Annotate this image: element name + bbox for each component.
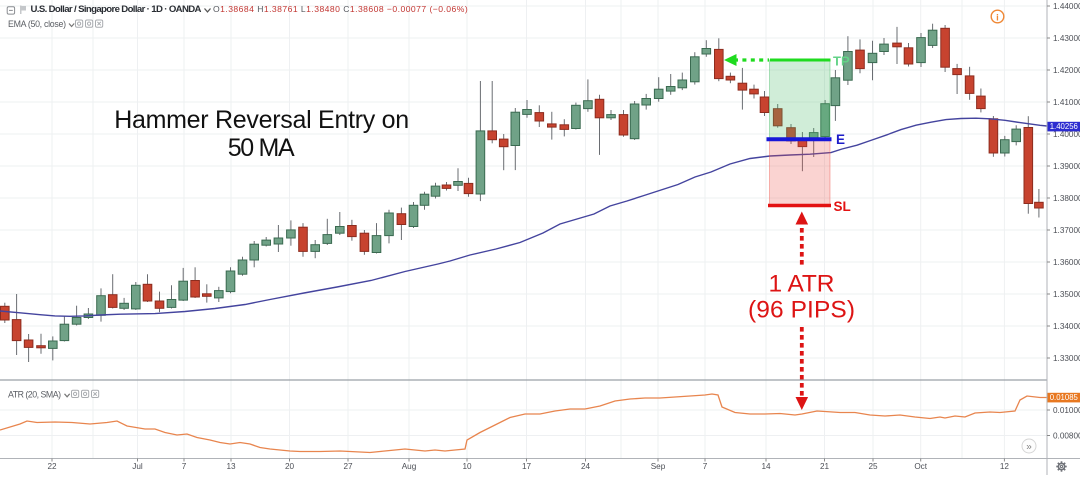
svg-text:1.44000: 1.44000 — [1053, 2, 1080, 11]
svg-text:TP: TP — [833, 54, 850, 69]
svg-text:1.35000: 1.35000 — [1053, 290, 1080, 299]
svg-text:20: 20 — [285, 462, 295, 471]
svg-text:(96 PIPS): (96 PIPS) — [748, 297, 855, 324]
svg-text:i: i — [996, 12, 999, 23]
svg-text:12: 12 — [1000, 462, 1010, 471]
svg-text:1.43000: 1.43000 — [1053, 34, 1080, 43]
svg-text:1.39000: 1.39000 — [1053, 162, 1080, 171]
svg-text:O1.38684 H1.38761 L1.38480 C1.: O1.38684 H1.38761 L1.38480 C1.38608 −0.0… — [213, 4, 468, 14]
svg-text:1.38000: 1.38000 — [1053, 194, 1080, 203]
svg-text:Jul: Jul — [132, 462, 143, 471]
svg-text:1.36000: 1.36000 — [1053, 258, 1080, 267]
svg-text:Oct: Oct — [914, 462, 927, 471]
svg-text:50 MA: 50 MA — [228, 134, 295, 162]
svg-text:ATR (20, SMA): ATR (20, SMA) — [8, 389, 61, 399]
svg-text:Hammer Reversal Entry on: Hammer Reversal Entry on — [114, 106, 409, 134]
svg-text:1.41000: 1.41000 — [1053, 98, 1080, 107]
svg-text:E: E — [836, 132, 845, 147]
svg-text:14: 14 — [761, 462, 771, 471]
svg-text:13: 13 — [226, 462, 236, 471]
svg-text:25: 25 — [868, 462, 878, 471]
svg-text:1.40256: 1.40256 — [1050, 122, 1078, 131]
svg-text:1.37000: 1.37000 — [1053, 226, 1080, 235]
svg-text:SL: SL — [834, 199, 851, 214]
svg-text:EMA (50, close): EMA (50, close) — [8, 19, 66, 29]
svg-text:17: 17 — [522, 462, 532, 471]
svg-text:7: 7 — [703, 462, 708, 471]
svg-text:Sep: Sep — [651, 462, 666, 471]
svg-text:21: 21 — [820, 462, 830, 471]
svg-text:0.01085: 0.01085 — [1050, 393, 1079, 402]
svg-text:1.34000: 1.34000 — [1053, 322, 1080, 331]
svg-text:1.42000: 1.42000 — [1053, 66, 1080, 75]
svg-text:27: 27 — [343, 462, 353, 471]
svg-text:1 ATR: 1 ATR — [769, 271, 835, 298]
svg-text:0.01000: 0.01000 — [1053, 406, 1080, 415]
svg-text:»: » — [1026, 442, 1032, 453]
svg-text:7: 7 — [182, 462, 187, 471]
svg-text:1.33000: 1.33000 — [1053, 354, 1080, 363]
svg-text:Aug: Aug — [402, 462, 417, 471]
svg-text:0.00800: 0.00800 — [1053, 431, 1080, 440]
svg-text:U.S. Dollar / Singapore Dollar: U.S. Dollar / Singapore Dollar · 1D · OA… — [31, 4, 202, 15]
svg-text:24: 24 — [581, 462, 591, 471]
svg-text:22: 22 — [47, 462, 57, 471]
svg-text:10: 10 — [462, 462, 472, 471]
